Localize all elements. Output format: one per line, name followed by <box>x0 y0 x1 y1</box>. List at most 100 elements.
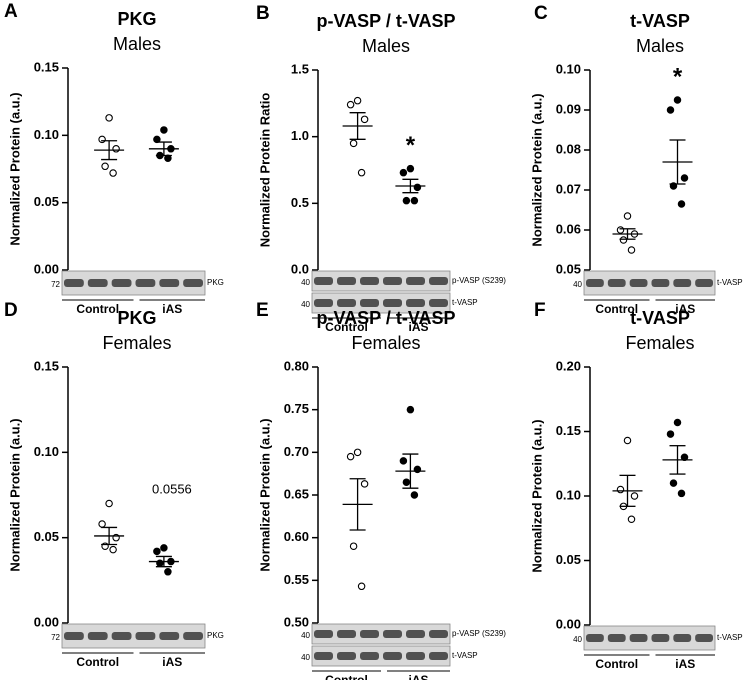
chart-subtitle: Males <box>113 34 161 54</box>
data-point <box>673 96 682 104</box>
y-tick-label: 0.05 <box>34 529 59 544</box>
x-tick-label: iAS <box>162 655 182 669</box>
data-point <box>680 174 689 182</box>
data-point <box>616 226 625 234</box>
blot-band <box>429 630 448 638</box>
blot-label: t-VASP <box>717 633 743 642</box>
blot-band <box>383 277 402 285</box>
x-tick-label: iAS <box>408 673 428 680</box>
data-point <box>109 545 117 554</box>
data-point <box>360 480 369 488</box>
y-axis-label: Normalized Protein (a.u.) <box>529 419 544 572</box>
x-tick-label: iAS <box>408 320 428 334</box>
y-tick-label: 0.10 <box>556 487 581 502</box>
blot-image <box>311 270 451 292</box>
y-tick-label: 0.55 <box>284 572 309 587</box>
chart-subtitle: Females <box>351 333 420 353</box>
data-point <box>402 196 411 205</box>
y-tick-label: 0.75 <box>284 401 309 416</box>
chart-subtitle: Females <box>625 333 694 353</box>
y-tick-label: 0.05 <box>556 552 581 567</box>
data-point <box>673 418 682 427</box>
blot-band <box>383 652 402 660</box>
y-tick-label: 0.05 <box>556 261 581 276</box>
blot-band <box>651 634 670 642</box>
blot-band <box>159 279 180 287</box>
panel-letter: A <box>4 1 18 22</box>
y-tick-label: 0.20 <box>556 358 581 373</box>
blot-band <box>314 299 333 307</box>
data-point <box>623 212 632 220</box>
blot-marker: 40 <box>301 278 310 287</box>
blot-band <box>695 634 713 642</box>
data-point <box>164 568 172 576</box>
data-point <box>677 200 686 208</box>
blot-band <box>607 634 626 642</box>
annotation: * <box>406 132 416 159</box>
blot-band <box>586 279 604 287</box>
data-point <box>98 520 106 528</box>
y-tick-label: 0.0 <box>291 261 309 276</box>
chart-subtitle: Males <box>636 36 684 56</box>
y-tick-label: 0.10 <box>34 444 59 459</box>
data-point <box>357 582 366 591</box>
blot-image <box>61 623 206 649</box>
data-point <box>666 430 675 438</box>
blot-band <box>135 279 156 287</box>
chart-title: p-VASP / t-VASP <box>316 11 455 31</box>
blot-band <box>159 632 180 640</box>
y-axis-label: Normalized Protein (a.u.) <box>257 418 272 571</box>
blot-band <box>337 630 356 638</box>
blot-image <box>61 270 206 296</box>
y-tick-label: 0.08 <box>556 141 581 156</box>
blot-band <box>87 279 108 287</box>
x-tick-label: Control <box>76 655 119 669</box>
blot-band <box>651 279 670 287</box>
x-tick-label: Control <box>595 657 638 671</box>
data-point <box>353 96 362 105</box>
data-point <box>402 478 411 486</box>
data-point <box>101 162 109 171</box>
data-point <box>98 135 106 144</box>
blot-marker: 40 <box>573 280 582 289</box>
y-tick-label: 0.00 <box>34 614 59 629</box>
blot-image <box>583 625 716 651</box>
blot-band <box>406 299 425 307</box>
blot-band <box>337 652 356 660</box>
blot-image <box>311 292 451 314</box>
data-point <box>399 168 408 177</box>
blot-band <box>429 652 448 660</box>
blot-marker: 40 <box>301 653 310 662</box>
data-point <box>406 405 415 414</box>
chart-title: t-VASP <box>630 308 690 328</box>
chart-subtitle: Females <box>102 333 171 353</box>
blot-band <box>406 630 425 638</box>
data-point <box>410 491 419 499</box>
data-point <box>627 246 636 254</box>
panel-letter: E <box>256 300 269 321</box>
y-tick-label: 0.70 <box>284 444 309 459</box>
x-tick-label: Control <box>325 320 368 334</box>
y-tick-label: 0.07 <box>556 181 581 196</box>
blot-band <box>64 279 84 287</box>
blot-band <box>429 299 448 307</box>
data-point <box>410 196 419 205</box>
blot-label: PKG <box>207 278 224 287</box>
data-point <box>153 547 161 556</box>
blot-band <box>629 279 648 287</box>
blot-band <box>135 632 156 640</box>
y-tick-label: 0.15 <box>556 423 581 438</box>
y-axis-label: Normalized Protein (a.u.) <box>529 93 544 246</box>
y-tick-label: 0.09 <box>556 101 581 116</box>
y-tick-label: 0.06 <box>556 221 581 236</box>
data-point <box>619 236 628 244</box>
blot-band <box>314 630 333 638</box>
annotation: * <box>673 63 683 90</box>
chart-title: PKG <box>117 308 156 328</box>
blot-band <box>314 652 333 660</box>
blot-label: PKG <box>207 631 224 640</box>
panel-letter: B <box>256 3 270 24</box>
blot-band <box>607 279 626 287</box>
y-axis-label: Normalized Protein (a.u.) <box>7 418 22 571</box>
data-point <box>112 145 120 153</box>
